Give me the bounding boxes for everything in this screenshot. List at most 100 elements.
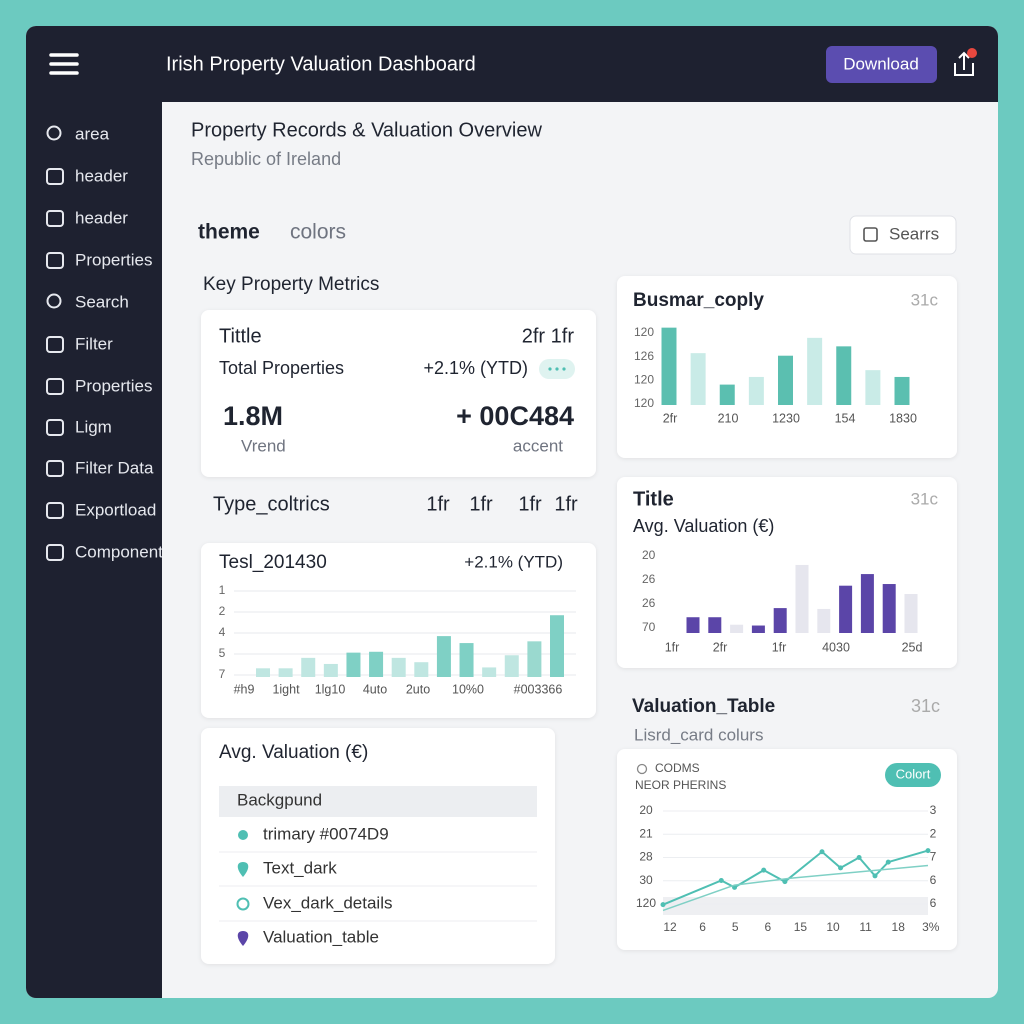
- x-tick-label: 3%: [922, 920, 940, 934]
- bar: [719, 384, 735, 405]
- bar: [686, 617, 700, 633]
- bar: [369, 651, 384, 677]
- bar: [436, 636, 451, 677]
- nav-item[interactable]: Properties: [75, 250, 152, 269]
- bar: [391, 657, 406, 677]
- nav-icon: [46, 168, 64, 185]
- point: [856, 855, 862, 860]
- download-button[interactable]: [826, 46, 937, 83]
- badge-dots: [548, 367, 566, 371]
- search-icon: [863, 227, 878, 242]
- badge-label[interactable]: Colort: [896, 766, 931, 781]
- table-row: trimary #0074D9: [263, 824, 389, 843]
- section-title: Valuation_Table: [632, 696, 775, 717]
- card-change: +2.1% (YTD): [464, 552, 563, 571]
- x-tick-label: 4uto: [363, 682, 387, 696]
- row-icon: [236, 897, 250, 911]
- y2-tick-label: 2: [930, 826, 937, 840]
- nav-item[interactable]: header: [75, 166, 128, 185]
- x-tick-label: 18: [892, 920, 906, 934]
- nav-item[interactable]: Filter: [75, 334, 113, 353]
- x-tick-label: 25d: [902, 640, 923, 654]
- x-tick-label: 1ight: [272, 682, 300, 696]
- tab[interactable]: colors: [290, 221, 346, 244]
- table-row: Valuation_table: [263, 927, 379, 946]
- nav-icon: [46, 210, 64, 227]
- x-tick-label: 2fr: [663, 411, 678, 425]
- table-header-label: Backgpund: [237, 790, 322, 809]
- nav-icon: [46, 378, 64, 395]
- bar: [795, 564, 809, 633]
- bar: [459, 643, 474, 677]
- metric-change: +2.1% (YTD): [423, 358, 528, 378]
- color-badge[interactable]: [885, 763, 941, 787]
- menu-icon[interactable]: [49, 53, 79, 75]
- row-col: 1fr: [469, 493, 493, 515]
- point: [819, 849, 825, 855]
- bar: [482, 667, 497, 677]
- row-icon: [237, 931, 249, 946]
- bar: [894, 376, 910, 405]
- x-tick-label: 1fr: [772, 640, 787, 654]
- bar: [836, 346, 852, 405]
- row-icon: [238, 830, 248, 840]
- bar: [882, 584, 896, 633]
- point: [838, 865, 844, 871]
- bar: [708, 617, 722, 633]
- nav-icon: [46, 252, 64, 269]
- bar: [748, 376, 764, 405]
- card-subtitle: Avg. Valuation (€): [633, 516, 774, 536]
- row-col: 1fr: [518, 493, 542, 515]
- nav-item[interactable]: header: [75, 208, 128, 227]
- point: [925, 848, 931, 854]
- bar: [504, 655, 519, 677]
- card-tag: 31c: [911, 290, 939, 309]
- section-tag: 31c: [911, 696, 940, 716]
- x-tick-label: 154: [835, 411, 856, 425]
- metric-card: [201, 310, 596, 477]
- nav-icon: [46, 544, 64, 561]
- table-row: Vex_dark_details: [263, 893, 392, 912]
- metric-caption: Vrend: [241, 436, 286, 455]
- y-tick-label: 30: [639, 873, 653, 887]
- x-tick-label: 1830: [889, 411, 917, 425]
- card-title: Title: [633, 488, 674, 510]
- download-label[interactable]: Download: [843, 54, 919, 73]
- nav-icon: [46, 502, 64, 519]
- metric-label: Total Properties: [219, 358, 344, 378]
- bar: [661, 327, 677, 405]
- band: [663, 897, 928, 915]
- search-button[interactable]: [849, 215, 957, 255]
- nav-item[interactable]: Properties: [75, 376, 152, 395]
- x-tick-label: 2uto: [406, 682, 430, 696]
- tab[interactable]: theme: [198, 221, 260, 244]
- app-title: Irish Property Valuation Dashboard: [166, 53, 476, 75]
- x-tick-label: 4030: [822, 640, 850, 654]
- nav-item[interactable]: Search: [75, 292, 129, 311]
- bar: [414, 662, 429, 677]
- nav-icon: [46, 125, 62, 141]
- x-tick-label: 11: [859, 920, 872, 934]
- row-title: Type_coltrics: [213, 493, 330, 515]
- bar: [323, 663, 338, 677]
- chart-label: CODMS: [655, 761, 700, 775]
- row-col: 1fr: [554, 493, 578, 515]
- y-tick-label: 7: [219, 667, 226, 681]
- bar: [730, 624, 744, 633]
- bar: [904, 593, 918, 633]
- share-icon[interactable]: [954, 51, 974, 76]
- nav-item[interactable]: area: [75, 124, 110, 143]
- x-tick-label: 15: [794, 920, 808, 934]
- nav-item[interactable]: Filter Data: [75, 458, 154, 477]
- nav-item[interactable]: Component: [75, 542, 163, 561]
- bar: [690, 353, 706, 405]
- x-tick-label: #003366: [514, 682, 563, 696]
- point: [782, 879, 788, 885]
- nav-item[interactable]: Exportload: [75, 500, 156, 519]
- y-tick-label: 20: [642, 548, 656, 562]
- nav-item[interactable]: Ligm: [75, 417, 112, 436]
- y2-tick-label: 7: [930, 850, 937, 864]
- y2-tick-label: 6: [930, 873, 937, 887]
- bar: [278, 668, 293, 677]
